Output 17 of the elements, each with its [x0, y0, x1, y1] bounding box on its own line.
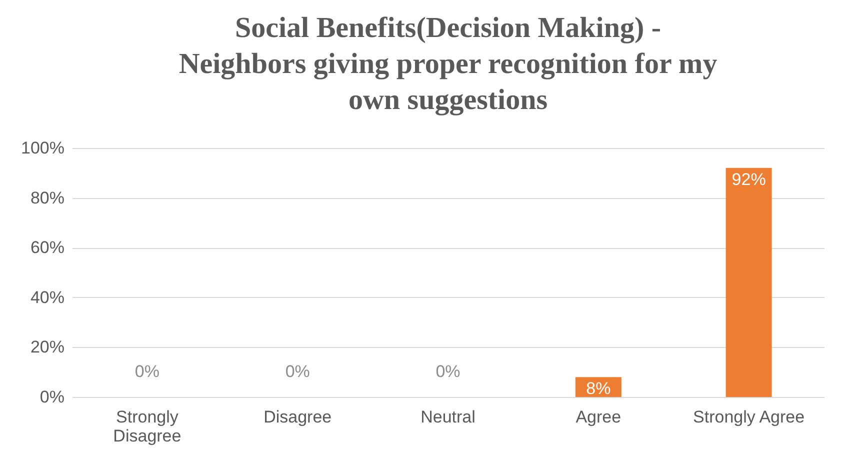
- y-tick-label: 100%: [21, 138, 64, 158]
- y-tick-label: 20%: [30, 338, 64, 357]
- y-tick-label: 80%: [30, 188, 64, 208]
- y-tick-label: 60%: [30, 238, 64, 258]
- data-label: 92%: [732, 170, 766, 189]
- x-tick-label: Disagree: [264, 408, 332, 426]
- data-label: 0%: [436, 362, 460, 381]
- data-label: 8%: [586, 379, 611, 398]
- y-tick-label: 0%: [40, 388, 64, 406]
- y-tick-label: 40%: [30, 288, 64, 307]
- x-tick-label: Strongly Disagree: [113, 408, 182, 446]
- x-tick-label: Strongly Agree: [693, 408, 805, 426]
- data-label: 0%: [285, 362, 310, 381]
- x-tick-label: Agree: [576, 408, 622, 426]
- data-label: 0%: [134, 362, 160, 381]
- chart-title: Social Benefits(Decision Making) - Neighbors giving proper recognition for my own suggestions: [178, 12, 718, 116]
- x-tick-label: Neutral: [420, 408, 476, 426]
